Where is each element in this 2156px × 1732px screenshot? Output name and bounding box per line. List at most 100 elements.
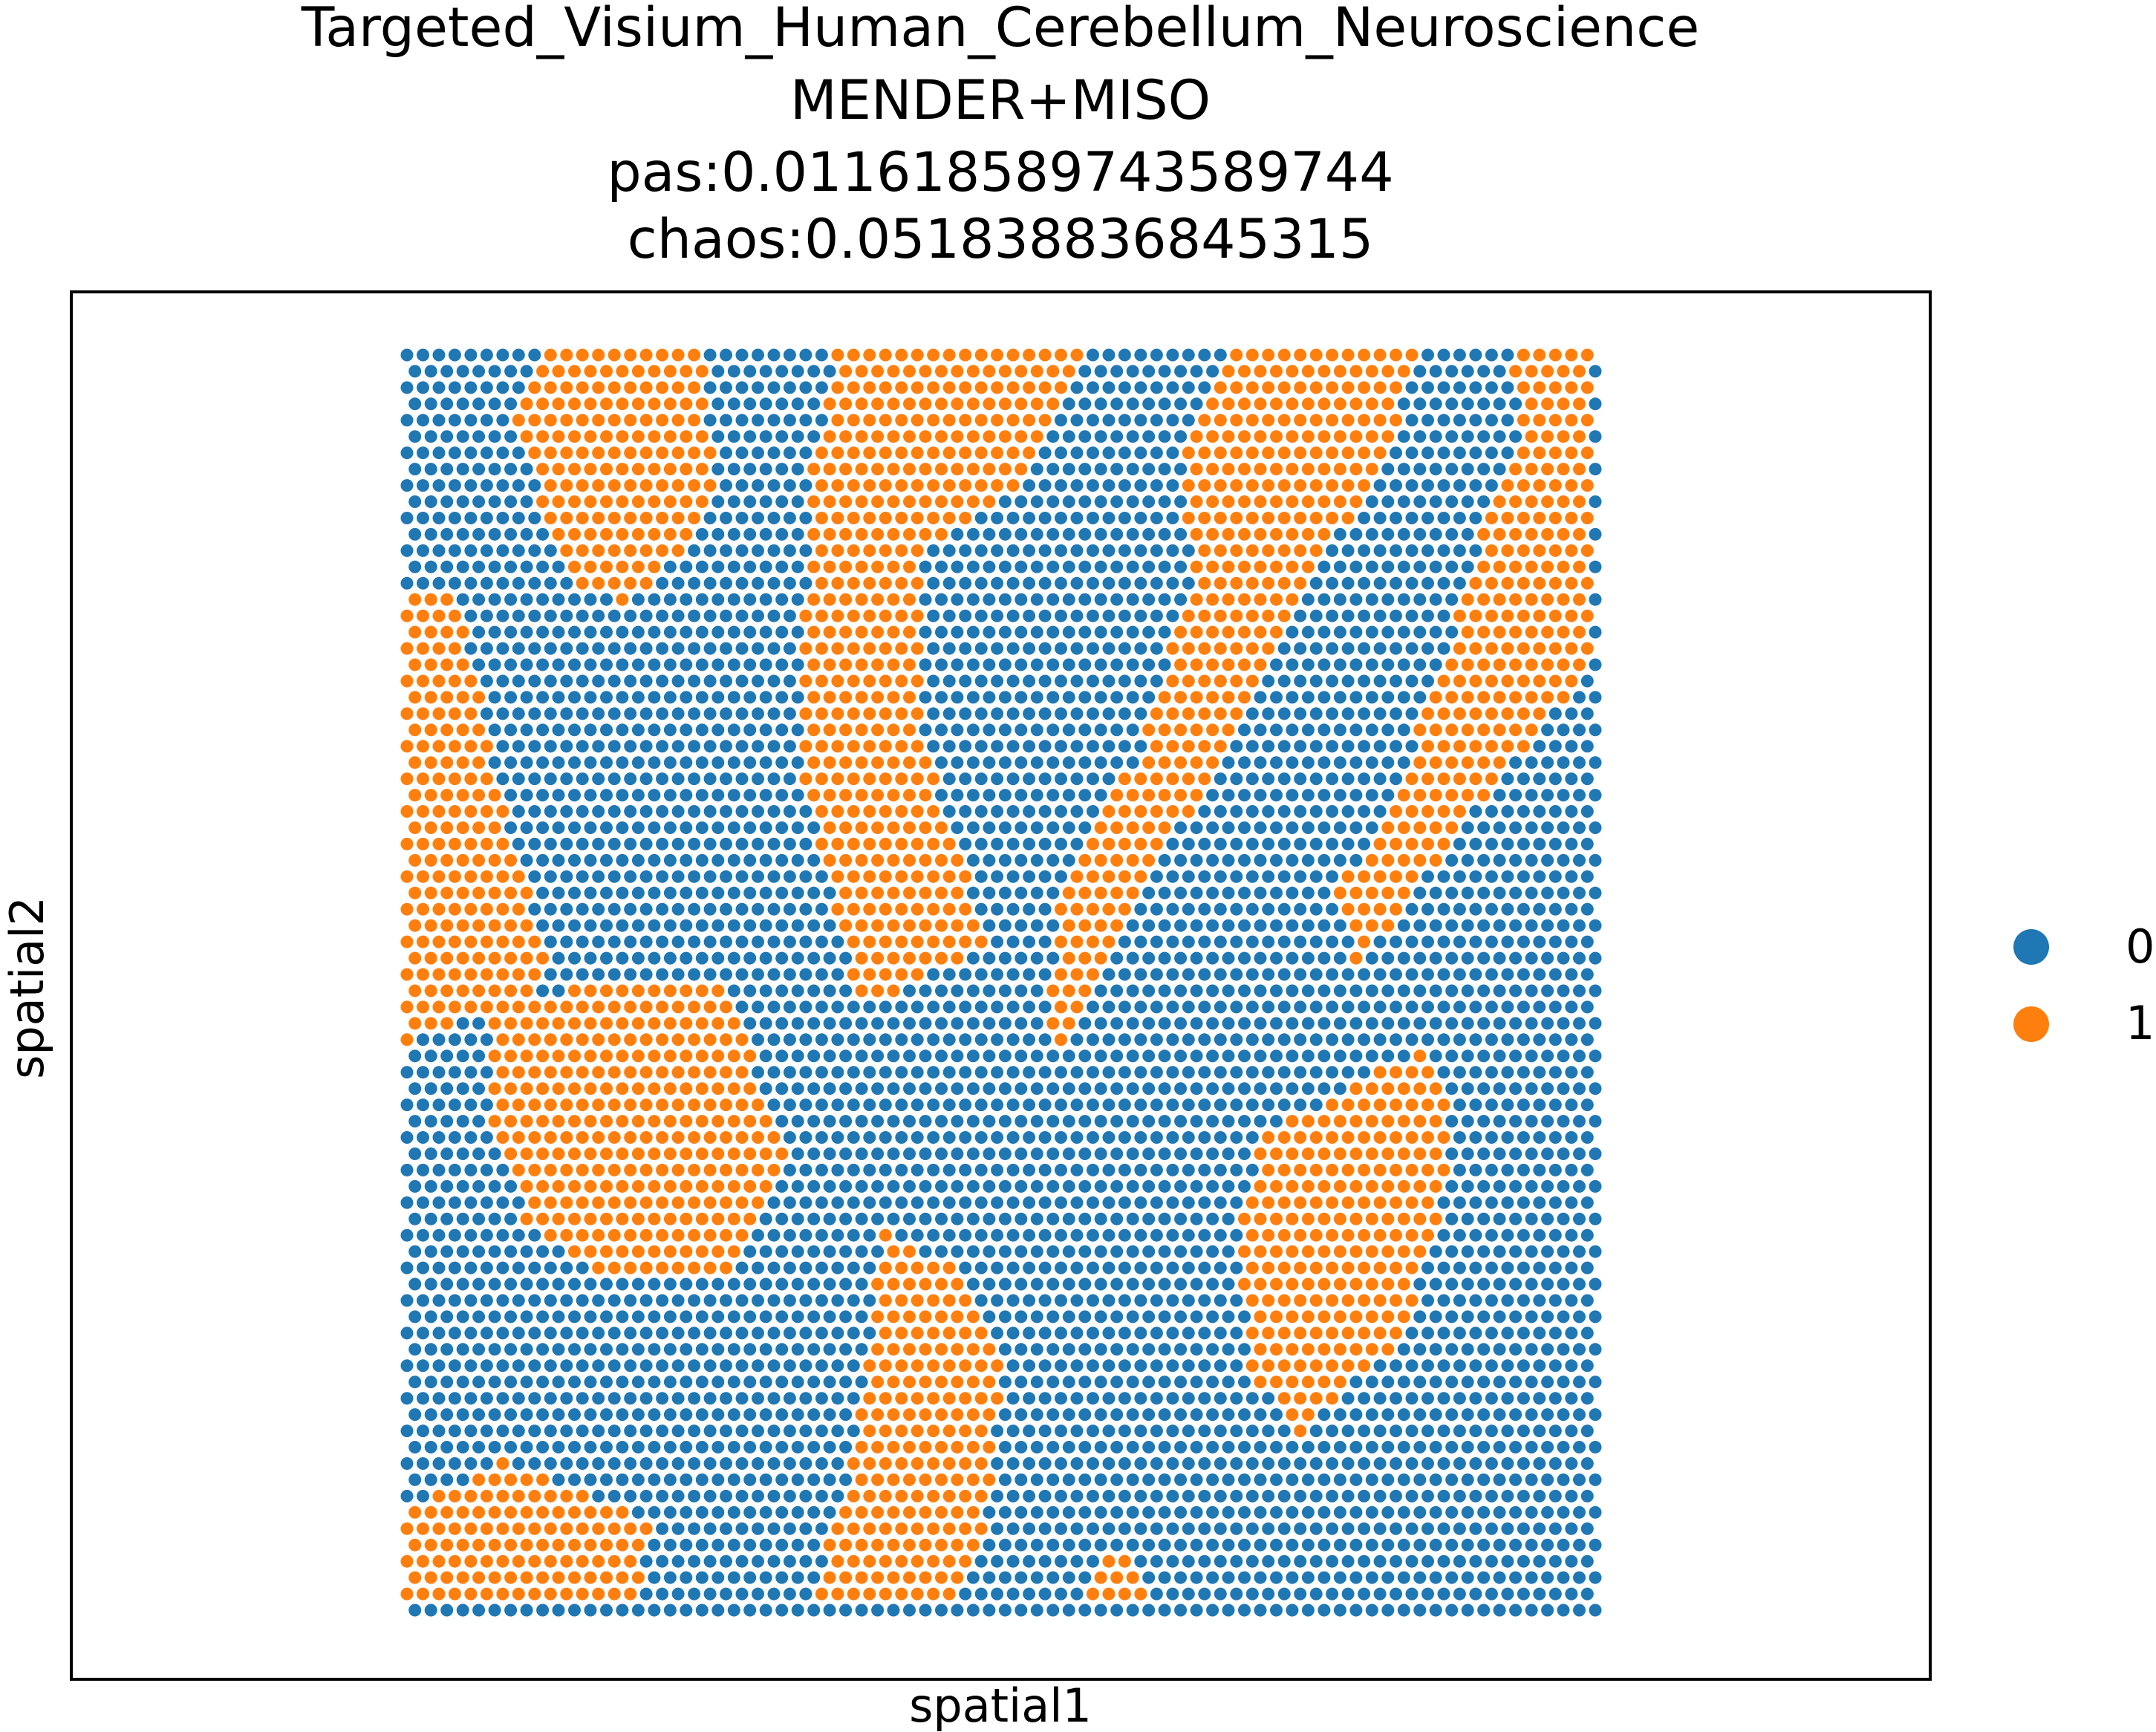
spot-cluster-0 (1445, 1277, 1459, 1291)
spot-cluster-1 (608, 1033, 621, 1046)
spot-cluster-0 (1030, 1277, 1043, 1291)
spot-cluster-0 (488, 560, 501, 573)
spot-cluster-0 (1102, 740, 1116, 753)
spot-cluster-0 (464, 642, 478, 655)
spot-cluster-0 (1245, 1000, 1259, 1014)
spot-cluster-0 (1373, 1359, 1387, 1373)
spot-cluster-0 (408, 1049, 422, 1063)
spot-cluster-0 (1015, 1212, 1028, 1225)
spot-cluster-0 (767, 1326, 781, 1340)
spot-cluster-0 (1118, 609, 1131, 622)
spot-cluster-1 (1541, 593, 1554, 606)
spot-cluster-1 (1349, 1277, 1363, 1291)
spot-cluster-0 (1397, 495, 1410, 508)
spot-cluster-1 (568, 495, 581, 508)
spot-cluster-0 (1118, 1261, 1131, 1274)
spot-cluster-1 (1206, 397, 1219, 411)
spot-cluster-1 (616, 495, 629, 508)
spot-cluster-1 (1087, 968, 1099, 981)
spot-cluster-1 (711, 1212, 725, 1225)
spot-cluster-1 (600, 1147, 613, 1160)
spot-cluster-1 (1333, 1212, 1346, 1225)
spot-cluster-1 (919, 397, 932, 411)
spot-cluster-1 (823, 625, 836, 639)
spot-cluster-0 (639, 1392, 653, 1405)
spot-cluster-0 (927, 609, 940, 622)
spot-cluster-1 (1541, 463, 1554, 476)
spot-cluster-0 (1453, 414, 1466, 427)
spot-cluster-0 (688, 609, 701, 622)
spot-cluster-0 (1429, 1277, 1442, 1291)
spot-cluster-0 (998, 853, 1012, 867)
spot-cluster-1 (1341, 446, 1355, 460)
spot-cluster-1 (815, 642, 828, 655)
spot-cluster-0 (807, 430, 821, 443)
spot-cluster-0 (631, 1408, 645, 1422)
spot-cluster-0 (703, 740, 717, 753)
spot-cluster-1 (1397, 1277, 1410, 1291)
spot-cluster-0 (456, 1245, 469, 1258)
spot-cluster-0 (1158, 1082, 1171, 1095)
spot-cluster-1 (584, 397, 597, 411)
spot-cluster-1 (1318, 1115, 1331, 1128)
spot-cluster-0 (1565, 1196, 1578, 1209)
spot-cluster-0 (1326, 1033, 1339, 1046)
spot-cluster-0 (695, 886, 709, 899)
spot-cluster-0 (520, 1375, 533, 1389)
spot-cluster-1 (1245, 576, 1259, 590)
spot-cluster-0 (656, 837, 669, 850)
spot-cluster-1 (1365, 919, 1378, 932)
spot-cluster-0 (1174, 984, 1188, 997)
spot-cluster-0 (1580, 740, 1594, 753)
spot-cluster-0 (1134, 968, 1147, 981)
spot-cluster-0 (991, 1000, 1004, 1014)
spot-cluster-1 (536, 1179, 550, 1193)
spot-cluster-0 (1182, 1196, 1195, 1209)
spot-cluster-0 (1381, 560, 1395, 573)
spot-cluster-1 (1294, 576, 1307, 590)
spot-cluster-0 (1094, 1375, 1107, 1389)
spot-cluster-0 (1485, 1196, 1498, 1209)
spot-cluster-0 (1245, 935, 1259, 948)
spot-cluster-0 (472, 1147, 486, 1160)
spot-cluster-0 (839, 1408, 853, 1422)
spot-cluster-0 (608, 642, 621, 655)
spot-cluster-1 (1277, 609, 1291, 622)
spot-cluster-0 (560, 609, 573, 622)
spot-cluster-1 (584, 365, 597, 378)
spot-cluster-1 (743, 1082, 757, 1095)
spot-cluster-0 (966, 691, 980, 704)
spot-cluster-1 (815, 740, 828, 753)
spot-cluster-0 (1533, 968, 1546, 981)
spot-cluster-0 (1102, 512, 1116, 524)
spot-cluster-0 (775, 463, 789, 476)
spot-cluster-0 (1078, 1245, 1092, 1258)
spot-cluster-0 (1517, 1392, 1530, 1405)
spot-cluster-0 (1158, 1277, 1171, 1291)
spot-cluster-0 (512, 740, 525, 753)
spot-cluster-0 (464, 1098, 478, 1112)
spot-cluster-0 (1341, 968, 1355, 981)
spot-cluster-0 (1126, 495, 1139, 508)
spot-cluster-0 (648, 756, 661, 769)
spot-cluster-0 (743, 919, 757, 932)
spot-cluster-1 (959, 414, 972, 427)
spot-cluster-0 (456, 1147, 469, 1160)
spot-cluster-0 (1087, 381, 1099, 394)
spot-cluster-1 (576, 576, 589, 590)
spot-cluster-0 (1206, 1375, 1219, 1389)
spot-cluster-0 (703, 772, 717, 786)
spot-cluster-0 (1533, 1098, 1546, 1112)
spot-cluster-1 (863, 805, 876, 818)
spot-cluster-0 (1062, 1277, 1075, 1291)
spot-cluster-0 (608, 1425, 621, 1438)
spot-cluster-1 (887, 658, 900, 671)
spot-cluster-0 (1062, 560, 1075, 573)
spot-cluster-0 (1222, 1277, 1235, 1291)
spot-cluster-1 (1405, 805, 1419, 818)
spot-cluster-1 (911, 348, 924, 362)
spot-cluster-1 (1198, 707, 1211, 720)
spot-cluster-0 (1477, 1082, 1491, 1095)
spot-cluster-0 (544, 674, 557, 688)
spot-cluster-0 (624, 1326, 637, 1340)
